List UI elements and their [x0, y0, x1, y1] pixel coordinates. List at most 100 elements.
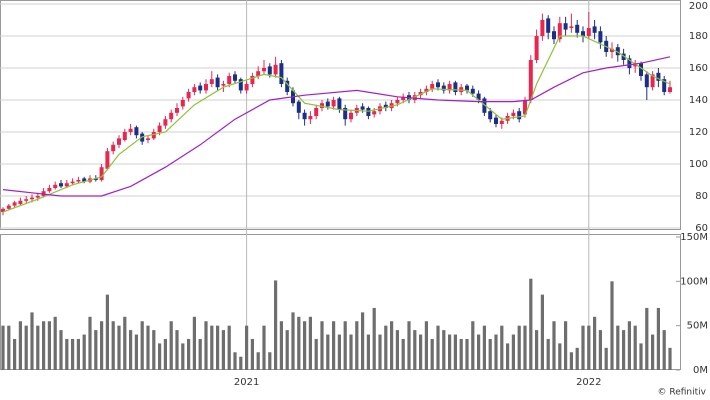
candle-body — [12, 202, 17, 206]
volume-bar — [76, 338, 80, 370]
candle-body — [447, 84, 452, 91]
volume-bar — [320, 321, 324, 370]
volume-bar — [372, 307, 376, 370]
volume-bar — [558, 343, 562, 370]
volume-bar — [361, 312, 365, 370]
volume-bar — [42, 321, 46, 370]
volume-bar — [1, 325, 5, 370]
candle-body — [546, 18, 551, 33]
candle-body — [627, 58, 632, 68]
volume-bar — [395, 330, 399, 370]
volume-bar — [233, 352, 237, 370]
candle-body — [93, 178, 98, 180]
candle-body — [476, 93, 481, 100]
volume-bar — [552, 321, 556, 370]
candle-body — [465, 85, 469, 91]
volume-bar — [482, 325, 486, 370]
candle-body — [349, 112, 353, 120]
candle-body — [575, 24, 580, 33]
candle-body — [35, 196, 40, 198]
candle-body — [157, 125, 162, 132]
volume-bar — [639, 343, 643, 370]
candle-body — [215, 77, 220, 88]
candle-body — [117, 138, 121, 145]
candle-body — [320, 103, 324, 108]
candle-body — [430, 84, 435, 89]
candle-body — [552, 31, 556, 40]
volume-bar — [47, 321, 51, 370]
candle-body — [1, 208, 5, 212]
candle-body — [267, 66, 272, 75]
volume-bar — [245, 325, 249, 370]
candle-body — [192, 87, 197, 92]
candle-body — [296, 101, 301, 113]
candle-body — [76, 180, 81, 182]
candle-body — [82, 178, 87, 182]
volume-bar — [419, 334, 423, 370]
candle-body — [366, 108, 371, 116]
y-tick-label: 180 — [689, 31, 708, 42]
source: © Refinitiv — [658, 388, 707, 398]
volume-bar — [523, 325, 527, 370]
candle-body — [279, 63, 284, 84]
volume-bar — [349, 334, 353, 370]
candle-body — [586, 28, 591, 36]
volume-bar — [430, 338, 434, 370]
candle-body — [308, 116, 313, 120]
volume-bar — [604, 347, 608, 370]
volume-bar — [152, 330, 156, 370]
candle-body — [615, 47, 620, 56]
volume-bar — [540, 294, 544, 370]
candle-body — [128, 128, 133, 132]
y-tick-label: 140 — [689, 95, 708, 106]
volume-bar — [268, 352, 272, 370]
volume-bar — [401, 338, 405, 370]
volume-bar — [140, 321, 144, 370]
x-tick-label: 2021 — [234, 377, 259, 388]
candle-body — [47, 188, 52, 192]
volume-bar — [407, 321, 411, 370]
candle-body — [238, 79, 243, 91]
candle-body — [488, 111, 493, 120]
volume-bar — [36, 325, 40, 370]
volume-bar — [30, 312, 34, 370]
volume-bar — [169, 321, 173, 370]
volume-bar — [24, 325, 28, 370]
volume-bar — [453, 334, 457, 370]
candle-body — [70, 181, 75, 184]
volume-bar — [239, 356, 243, 370]
volume-bar — [384, 325, 388, 370]
volume-bar — [308, 316, 312, 370]
candle-body — [105, 151, 110, 169]
candle-body — [59, 183, 63, 187]
candle-body — [169, 112, 174, 120]
volume-bar — [117, 325, 121, 370]
candle-body — [285, 80, 290, 92]
candle-body — [221, 84, 226, 86]
y-tick-label: 80 — [695, 191, 708, 202]
y-tick-label: 100 — [689, 159, 708, 170]
volume-bar — [192, 316, 196, 370]
volume-bar — [488, 338, 492, 370]
candle-body — [256, 71, 261, 76]
candle-body — [175, 108, 179, 113]
volume-bar — [471, 321, 475, 370]
volume-bar — [448, 334, 452, 370]
volume-bar — [459, 338, 463, 370]
volume-bar — [511, 334, 515, 370]
volume-bar — [500, 325, 504, 370]
volume-bar — [158, 343, 162, 370]
x-tick-label: 2022 — [576, 377, 601, 388]
candle-body — [470, 88, 475, 94]
candle-body — [372, 111, 377, 115]
candle-body — [401, 96, 406, 100]
volume-bar — [564, 321, 568, 370]
candle-body — [250, 76, 255, 84]
candle-body — [436, 82, 440, 88]
candle-body — [360, 106, 365, 110]
candle-body — [53, 184, 58, 188]
volume-bar — [477, 334, 481, 370]
candle-body — [610, 48, 614, 52]
volume-bar — [587, 325, 591, 370]
candle-body — [662, 79, 667, 92]
